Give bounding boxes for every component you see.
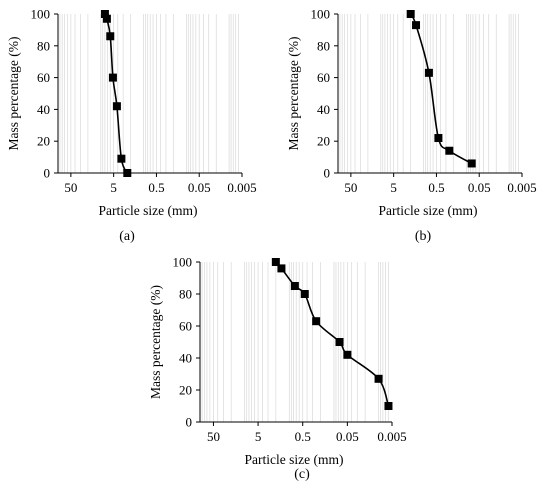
x-tick-label: 5 [390,180,397,195]
y-tick-label: 0 [186,415,193,430]
y-tick-label: 60 [317,70,330,85]
x-tick-label: 50 [64,180,77,195]
data-point [300,290,309,298]
x-tick-label: 0.5 [428,180,444,195]
x-tick-label: 0.005 [227,180,256,195]
x-tick-label: 0.05 [468,180,491,195]
data-point [424,68,433,77]
x-tick-label: 5 [110,180,117,195]
data-point [290,282,299,290]
y-axis-title: Mass percentage (%) [148,285,163,399]
y-tick-label: 80 [37,38,50,53]
y-tick-label: 100 [173,255,193,270]
y-axis-title: Mass percentage (%) [286,37,301,151]
data-point [412,21,421,30]
data-point [108,73,117,82]
y-tick-label: 20 [317,134,330,149]
y-tick-label: 80 [179,287,192,302]
y-tick-label: 60 [179,319,192,334]
data-point [117,154,126,163]
x-tick-label: 0.05 [336,429,359,444]
data-point [335,338,344,346]
chart-panel: 0 20 40 60 80 100 50 5 0.5 0.05 0.005 Particle size… [148,255,407,483]
chart-panel: 0 20 40 60 80 100 50 5 0.5 0.05 0.005 Particle size… [286,7,537,245]
x-axis-title: Particle size (mm) [245,452,344,467]
panel-label: (a) [119,229,135,244]
data-point [271,258,280,266]
chart-panel: 0 20 40 60 80 100 50 5 0.5 0.05 0.005 Particle size… [6,7,257,245]
y-tick-label: 40 [317,102,330,117]
y-tick-label: 20 [37,134,50,149]
y-tick-label: 0 [44,166,51,181]
x-tick-label: 0.5 [295,429,311,444]
data-point [106,32,115,41]
data-point [100,10,109,18]
data-point [467,159,476,168]
y-tick-label: 60 [37,70,50,85]
x-tick-label: 50 [207,429,220,444]
x-tick-label: 0.005 [377,429,406,444]
data-point [102,14,111,23]
panel-label: (c) [294,467,310,482]
y-axis-title: Mass percentage (%) [6,37,21,151]
x-tick-label: 0.5 [148,180,164,195]
x-tick-label: 50 [344,180,357,195]
y-tick-label: 40 [37,102,50,117]
data-point [384,402,393,410]
y-tick-label: 40 [179,351,192,366]
data-point [112,102,121,111]
x-axis-title: Particle size (mm) [379,203,478,218]
y-tick-label: 80 [317,38,330,53]
y-tick-label: 20 [179,383,192,398]
y-tick-label: 100 [311,7,331,22]
x-tick-label: 0.005 [507,180,536,195]
x-tick-label: 5 [255,429,262,444]
x-axis-title: Particle size (mm) [99,203,198,218]
data-point [312,317,321,326]
data-point [277,264,286,273]
x-tick-label: 0.05 [188,180,211,195]
data-point [343,350,352,359]
y-tick-label: 100 [31,7,51,22]
panel-label: (b) [415,229,432,244]
data-point [374,374,383,383]
y-tick-label: 0 [324,166,331,181]
data-point [445,146,454,155]
data-point [434,134,443,143]
data-point [123,169,132,177]
data-point [406,10,415,18]
